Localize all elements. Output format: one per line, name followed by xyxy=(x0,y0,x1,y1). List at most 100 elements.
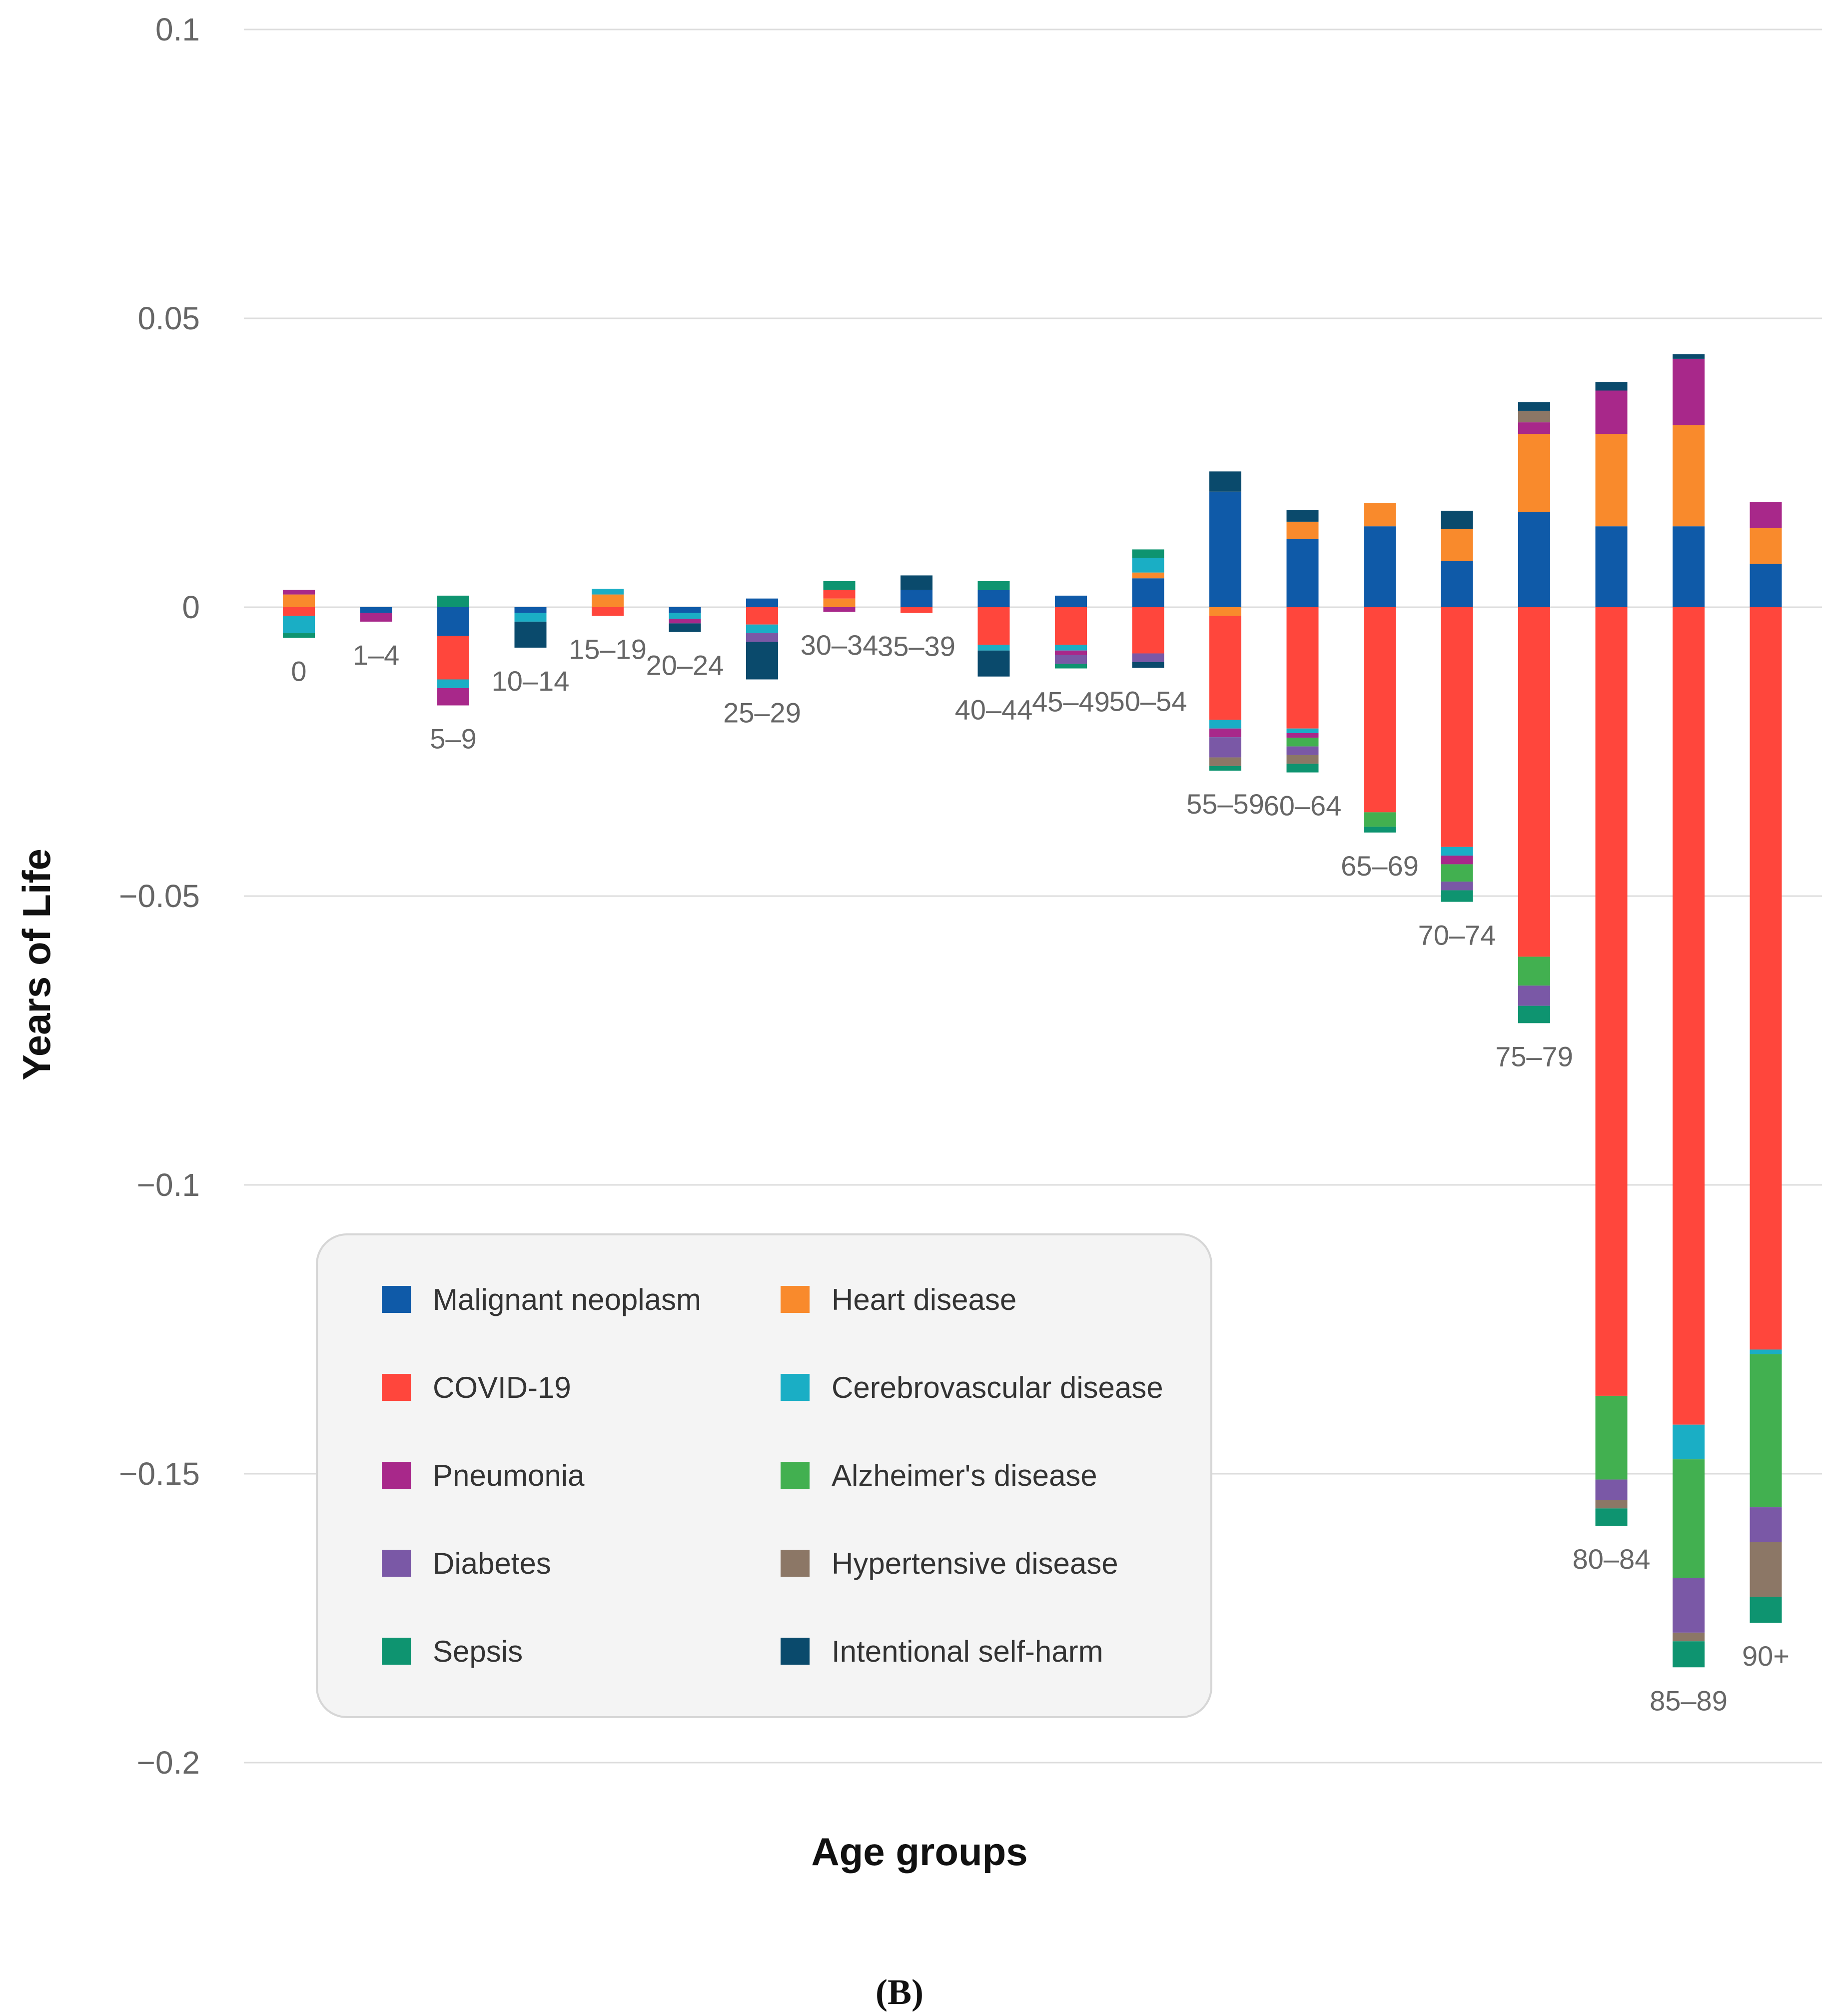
y-tick-label: −0.2 xyxy=(137,1745,200,1781)
bar-segment xyxy=(1364,526,1396,607)
bar-segment xyxy=(1209,491,1241,607)
x-tick-label: 65–69 xyxy=(1341,850,1419,882)
bar-segment xyxy=(1286,746,1319,755)
bar-segment xyxy=(514,613,547,622)
y-axis-ticks: 0.1 0.05 0 −0.05 −0.1 −0.15 −0.2 xyxy=(119,11,200,1781)
bar-segment xyxy=(1055,664,1087,669)
bar-segment xyxy=(283,633,315,638)
bar-segment xyxy=(1518,422,1550,434)
bar-segment xyxy=(823,607,856,612)
x-tick-label: 40–44 xyxy=(955,694,1033,726)
legend-swatch xyxy=(382,1638,411,1665)
bar-segment xyxy=(1750,607,1782,1350)
bar-segment xyxy=(1518,986,1550,1006)
y-tick-label: 0 xyxy=(182,589,200,625)
bar-segment xyxy=(977,590,1010,607)
bar-segment xyxy=(1286,728,1319,734)
bar-segment xyxy=(1673,1632,1705,1642)
x-tick-label: 30–34 xyxy=(801,629,879,661)
legend-swatch xyxy=(781,1550,810,1577)
bar-segment xyxy=(1132,578,1164,607)
bar-segment xyxy=(1595,526,1628,607)
legend-swatch xyxy=(382,1462,411,1489)
bar-segment xyxy=(1286,521,1319,539)
bar-segment xyxy=(437,607,469,636)
bar-segment xyxy=(1132,572,1164,579)
x-tick-label: 75–79 xyxy=(1495,1040,1573,1072)
bar-segment xyxy=(592,589,624,595)
legend-label: Pneumonia xyxy=(433,1459,585,1492)
bar-segment xyxy=(746,598,778,607)
bar-segment xyxy=(1673,1424,1705,1460)
bar-segment xyxy=(1441,864,1473,882)
bar-segment xyxy=(1750,1354,1782,1508)
bar-segment xyxy=(1750,564,1782,607)
legend-swatch xyxy=(382,1550,411,1577)
bar-segment xyxy=(977,645,1010,651)
bar-segment xyxy=(1441,607,1473,847)
legend-swatch xyxy=(382,1286,411,1313)
bar-segment xyxy=(1441,561,1473,607)
bar-segment xyxy=(901,607,932,613)
legend-label: Heart disease xyxy=(832,1283,1016,1316)
bar-segment xyxy=(1286,764,1319,773)
bar-segment xyxy=(1132,607,1164,654)
bar-segment xyxy=(1595,434,1628,527)
bar-segment xyxy=(669,607,701,613)
bar-segment xyxy=(1286,738,1319,747)
bar-segment xyxy=(1595,1500,1628,1509)
bar-segment xyxy=(437,688,469,706)
bar-segment xyxy=(1055,650,1087,655)
bar-segment xyxy=(592,594,624,607)
legend-swatch xyxy=(781,1286,810,1313)
bar-segment xyxy=(1673,526,1705,607)
bar-segment xyxy=(360,613,392,622)
legend-label: Hypertensive disease xyxy=(832,1547,1118,1580)
bar-segment xyxy=(1364,607,1396,813)
y-axis-title: Years of Life xyxy=(14,849,58,1080)
bar-segment xyxy=(669,613,701,619)
bar-segment xyxy=(1286,733,1319,738)
bar-segment xyxy=(823,590,856,599)
bar-segment xyxy=(1750,502,1782,528)
legend-label: Sepsis xyxy=(433,1635,523,1668)
bar-segment xyxy=(283,590,315,595)
legend: Malignant neoplasm COVID-19 Pneumonia Diabe… xyxy=(316,1233,1212,1718)
bar-segment xyxy=(1595,1508,1628,1526)
bar-segment xyxy=(1209,720,1241,729)
bar-segment xyxy=(746,633,778,642)
bar-segment xyxy=(1673,1578,1705,1633)
bar-segment xyxy=(1209,737,1241,758)
legend-label: Cerebrovascular disease xyxy=(832,1371,1163,1404)
legend-label: Alzheimer's disease xyxy=(832,1459,1097,1492)
bar-segment xyxy=(1518,402,1550,411)
bar-segment xyxy=(1132,558,1164,573)
bar-segment xyxy=(1364,827,1396,833)
bar-segment xyxy=(977,607,1010,645)
bar-segment xyxy=(1673,607,1705,1425)
bar-segment xyxy=(283,594,315,607)
legend-label: Diabetes xyxy=(433,1547,551,1580)
bar-segment xyxy=(360,607,392,613)
bar-segment xyxy=(901,575,932,590)
x-tick-label: 20–24 xyxy=(646,650,724,681)
bar-segment xyxy=(1518,607,1550,957)
bar-segment xyxy=(669,623,701,632)
bar-segment xyxy=(1595,1479,1628,1500)
bar-segment xyxy=(514,621,547,648)
bar-segment xyxy=(901,590,932,607)
bar-segment xyxy=(283,607,315,616)
bar-segment xyxy=(1286,510,1319,522)
bar-segment xyxy=(1750,528,1782,564)
bar-segment xyxy=(1595,1395,1628,1480)
bar-segment xyxy=(1518,434,1550,512)
x-tick-label: 85–89 xyxy=(1650,1685,1728,1716)
legend-box xyxy=(316,1233,1212,1718)
bar-segment xyxy=(1673,425,1705,527)
x-tick-label: 90+ xyxy=(1742,1640,1790,1672)
bar-segment xyxy=(1595,390,1628,434)
y-tick-label: −0.1 xyxy=(137,1167,200,1203)
bar-segment xyxy=(1441,890,1473,902)
x-tick-label: 15–19 xyxy=(569,633,647,665)
